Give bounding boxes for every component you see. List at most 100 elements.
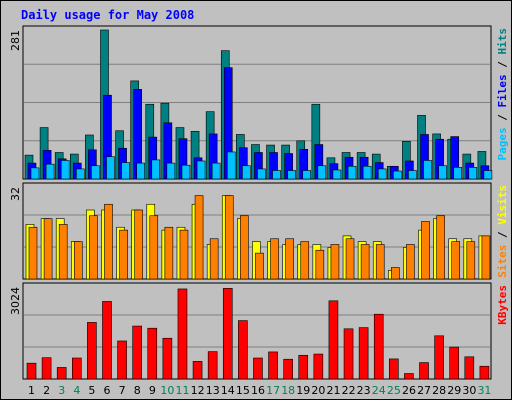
day-label-17: 17 (266, 384, 280, 397)
day-label-22: 22 (342, 384, 356, 397)
day-label-29: 29 (447, 384, 461, 397)
y-axis-max-label-3: 3024 (9, 287, 22, 315)
series-label-hits: Hits (496, 28, 509, 55)
bar-pages-day-6 (106, 156, 115, 180)
bar-pages-day-13 (211, 162, 221, 180)
bar-sites-day-2 (43, 218, 53, 280)
bar-pages-day-21 (332, 169, 342, 180)
bar-pages-day-26 (408, 170, 417, 180)
day-label-25: 25 (387, 384, 401, 397)
bar-kbytes-day-12 (192, 361, 203, 380)
bar-kbytes-day-7 (117, 340, 127, 380)
bar-kbytes-day-30 (464, 356, 475, 380)
series-label-3: KBytes (496, 285, 509, 325)
bar-pages-day-20 (317, 165, 327, 180)
bar-sites-day-16 (255, 252, 264, 280)
bar-kbytes-day-16 (253, 357, 263, 380)
day-label-16: 16 (251, 384, 265, 397)
day-label-7: 7 (119, 384, 126, 397)
bar-kbytes-day-1 (26, 362, 37, 380)
bar-sites-day-30 (466, 241, 476, 280)
bar-sites-day-24 (375, 244, 385, 280)
day-label-10: 10 (160, 384, 174, 397)
bar-kbytes-day-31 (479, 365, 490, 380)
bar-pages-day-22 (347, 165, 357, 180)
bar-kbytes-day-10 (162, 337, 173, 380)
bar-sites-day-1 (28, 226, 38, 280)
day-label-21: 21 (326, 384, 340, 397)
bar-sites-day-6 (104, 203, 113, 280)
bar-sites-day-15 (240, 215, 249, 280)
day-label-30: 30 (462, 384, 476, 397)
bar-pages-day-23 (362, 165, 372, 180)
day-label-4: 4 (73, 384, 80, 397)
day-label-14: 14 (221, 384, 235, 397)
day-label-24: 24 (372, 384, 386, 397)
bar-pages-day-1 (30, 167, 40, 180)
bar-pages-day-24 (377, 168, 387, 180)
bar-kbytes-day-26 (404, 373, 414, 380)
bar-pages-day-3 (60, 160, 70, 180)
bar-sites-day-20 (315, 249, 325, 280)
bar-kbytes-day-22 (343, 328, 354, 380)
bar-sites-day-8 (134, 209, 143, 280)
bar-sites-day-22 (345, 238, 355, 280)
bar-pages-day-2 (45, 163, 55, 180)
bar-sites-day-3 (58, 224, 68, 280)
bar-sites-day-27 (421, 221, 430, 280)
bar-sites-day-10 (164, 226, 174, 280)
day-label-9: 9 (149, 384, 156, 397)
bar-kbytes-day-24 (373, 313, 384, 380)
bar-sites-day-12 (194, 195, 204, 280)
bar-pages-day-10 (166, 162, 176, 180)
bar-pages-day-11 (181, 164, 191, 180)
bar-pages-day-8 (136, 162, 145, 180)
bar-pages-day-29 (453, 167, 463, 180)
day-label-15: 15 (236, 384, 250, 397)
bar-pages-day-7 (121, 162, 130, 180)
day-label-3: 3 (58, 384, 65, 397)
bar-sites-day-4 (73, 241, 83, 280)
bar-sites-day-23 (360, 244, 370, 280)
series-label-separator: / (496, 55, 509, 75)
bar-kbytes-day-20 (313, 353, 324, 380)
bar-pages-day-14 (226, 151, 236, 180)
bar-sites-day-7 (119, 229, 128, 280)
bar-sites-day-9 (149, 215, 159, 280)
bar-sites-day-5 (89, 215, 98, 280)
day-label-1: 1 (28, 384, 35, 397)
bar-kbytes-day-6 (102, 301, 112, 380)
day-label-31: 31 (477, 384, 491, 397)
bar-sites-day-13 (209, 238, 219, 280)
bar-pages-day-17 (272, 170, 281, 180)
chart-title: Daily usage for May 2008 (21, 8, 194, 22)
bar-kbytes-day-11 (177, 288, 188, 380)
day-label-28: 28 (432, 384, 446, 397)
bar-pages-day-27 (423, 160, 432, 180)
bar-kbytes-day-27 (419, 362, 429, 380)
bar-sites-day-19 (300, 241, 310, 280)
day-label-13: 13 (206, 384, 220, 397)
bar-pages-day-28 (438, 165, 447, 180)
bar-kbytes-day-17 (268, 351, 278, 380)
day-label-20: 20 (311, 384, 325, 397)
day-label-5: 5 (88, 384, 95, 397)
y-axis-max-label-1: 281 (9, 30, 22, 51)
bar-pages-day-12 (196, 160, 206, 180)
series-label-sites: Sites (496, 245, 509, 278)
day-label-27: 27 (417, 384, 431, 397)
bar-pages-day-9 (151, 159, 161, 180)
day-label-6: 6 (104, 384, 111, 397)
bar-kbytes-day-4 (71, 357, 82, 380)
day-label-11: 11 (176, 384, 190, 397)
day-label-19: 19 (296, 384, 310, 397)
series-label-2: Sites / Visits (496, 185, 509, 278)
bar-sites-day-18 (285, 238, 294, 280)
bar-sites-day-28 (436, 215, 445, 280)
bar-sites-day-11 (179, 229, 189, 280)
y-axis-max-label-2: 32 (9, 187, 22, 201)
bar-sites-day-21 (330, 244, 340, 280)
bar-pages-day-15 (242, 165, 251, 180)
bar-kbytes-day-23 (358, 327, 369, 380)
